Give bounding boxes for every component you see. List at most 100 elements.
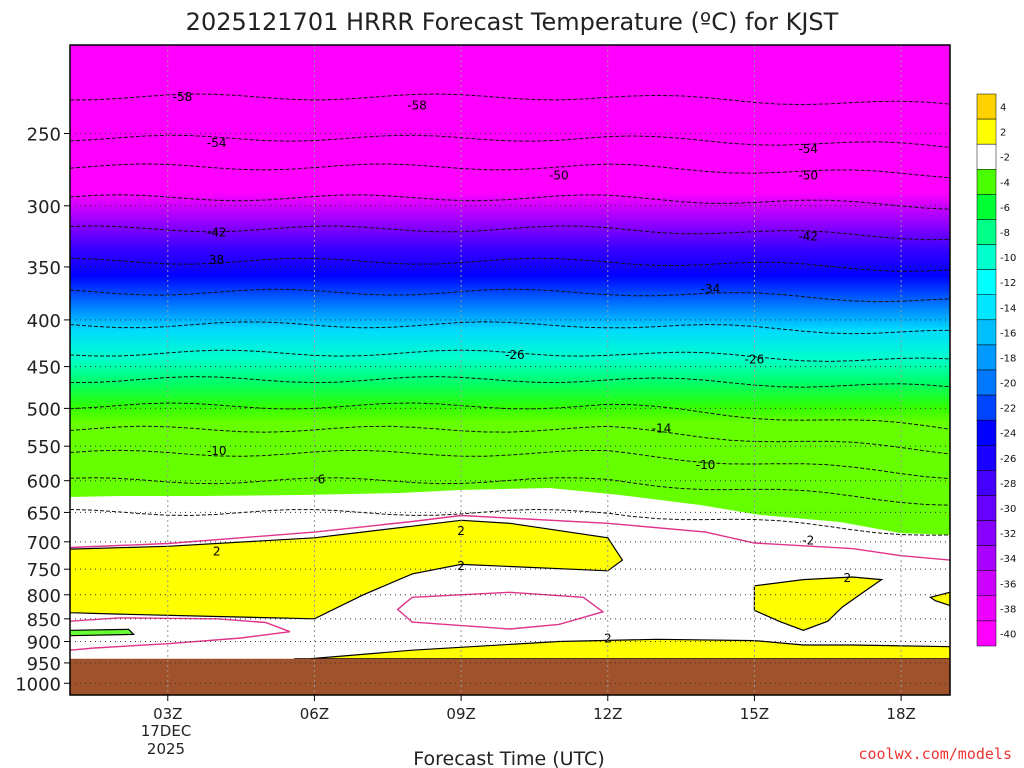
contour-label: 38 (209, 253, 224, 267)
shaded-region (70, 628, 136, 637)
x-tick-label: 18Z (886, 705, 915, 723)
contour-label: -6 (313, 472, 325, 486)
contour-label: -14 (652, 421, 672, 435)
y-tick-label: 550 (27, 437, 61, 458)
colorbar-swatch (976, 244, 997, 270)
y-tick-label: 700 (27, 533, 61, 554)
x-tick-label: 15Z (740, 705, 769, 723)
contour-labels: -58 -58 -54 -54 -50 -50 -42 -42 38 -34 -26 -26 -14 -1… (173, 90, 852, 645)
colorbar-swatch (976, 520, 997, 546)
colorbar-label: -6 (1000, 203, 1010, 214)
x-axis-title: Forecast Time (UTC) (413, 748, 604, 768)
x-tick-label: 12Z (593, 705, 622, 723)
isotherm-line (70, 257, 950, 272)
colorbar-swatch (976, 620, 997, 647)
isotherm-line (70, 425, 950, 455)
colorbar-swatch (976, 394, 997, 421)
colorbar-label: -8 (1000, 228, 1010, 239)
contour-label: -54 (207, 136, 227, 150)
contour-label: -2 (802, 534, 814, 548)
contour-label: 2 (213, 544, 221, 558)
shaded-region (70, 519, 624, 620)
colorbar-label: -10 (1000, 253, 1016, 264)
x-tick-label: 06Z (300, 705, 329, 723)
x-tick-label: 03Z (153, 705, 182, 723)
y-tick-label: 1000 (15, 674, 61, 695)
isotherm-line (70, 134, 950, 148)
shaded-region (928, 591, 950, 607)
contour-label: -34 (701, 282, 721, 296)
colorbar-label: -2 (1000, 153, 1010, 164)
y-tick-label: 750 (27, 560, 61, 581)
colorbar-swatch (976, 495, 997, 521)
y-tick-label: 450 (27, 358, 61, 379)
y-tick-label: 600 (27, 472, 61, 493)
contour-label: -26 (505, 348, 525, 362)
colorbar-label: -24 (1000, 429, 1016, 440)
contour-label: -42 (798, 229, 818, 243)
y-tick-label: 650 (27, 503, 61, 524)
colorbar-swatch (976, 369, 997, 396)
contour-label: 2 (604, 631, 612, 645)
colorbar-swatch (976, 419, 997, 446)
contour-label: 2 (457, 559, 465, 573)
y-tick-label: 900 (27, 632, 61, 653)
contour-label: 2 (844, 571, 852, 585)
colorbar-swatch (976, 445, 997, 471)
colorbar-swatch (976, 595, 997, 622)
colorbar-label: -4 (1000, 178, 1010, 189)
colorbar-swatch (976, 169, 997, 195)
colorbar-swatch (976, 93, 997, 120)
x-tick-label: 09Z (446, 705, 475, 723)
colorbar-label: -30 (1000, 504, 1016, 515)
plot-area: -58 -58 -54 -54 -50 -50 -42 -42 38 -34 -26 -26 -14 -1… (69, 44, 951, 696)
y-tick-label: 400 (27, 311, 61, 332)
colorbar-swatch (976, 143, 997, 170)
x-date-label-year: 2025 (147, 740, 185, 758)
freezing-contour (70, 514, 950, 561)
y-tick-label: 800 (27, 586, 61, 607)
ground-below-surface (70, 658, 950, 695)
grid-lines (70, 45, 950, 695)
colorbar-label: -12 (1000, 278, 1016, 289)
freezing-contour (70, 617, 291, 651)
colorbar-label: -18 (1000, 353, 1016, 364)
colorbar-label: -20 (1000, 379, 1016, 390)
contour-label: -26 (745, 352, 765, 366)
isotherm-line (70, 376, 950, 388)
colorbar-swatch (976, 319, 997, 346)
isotherm-line (70, 194, 950, 210)
isotherm-line (70, 321, 950, 335)
x-date-label-day: 17DEC (141, 722, 192, 740)
colorbar-label: -28 (1000, 479, 1016, 490)
colorbar-label: -38 (1000, 604, 1016, 615)
contour-label: -42 (207, 226, 227, 240)
colorbar-label: -32 (1000, 529, 1016, 540)
isotherm-line (70, 349, 950, 362)
freezing-contour (396, 591, 605, 630)
colorbar-label: -16 (1000, 328, 1016, 339)
contour-label: -54 (798, 142, 818, 156)
colorbar-label: -22 (1000, 404, 1016, 415)
contour-label: -10 (207, 444, 227, 458)
shaded-region (753, 576, 884, 631)
cold-air-fill (70, 45, 950, 535)
colorbar-label: -14 (1000, 303, 1016, 314)
contour-label: -50 (549, 169, 569, 183)
y-axis: 2503003504004505005506006507007508008509… (15, 124, 70, 695)
colorbar-swatch (976, 470, 997, 496)
contour-label: -58 (407, 99, 427, 113)
plot-border (69, 44, 951, 696)
isotherm-line (70, 163, 950, 179)
contour-label: -50 (798, 169, 818, 183)
colorbar-label: -36 (1000, 579, 1016, 590)
colorbar-label: 4 (1000, 103, 1006, 114)
colorbar-label: 2 (1000, 128, 1006, 139)
y-tick-label: 850 (27, 610, 61, 631)
x-axis: 03Z 06Z 09Z 12Z 15Z 18Z (153, 695, 916, 723)
colorbar-label: -34 (1000, 554, 1016, 565)
colorbar-label: -40 (1000, 629, 1016, 640)
colorbar-swatch (976, 294, 997, 321)
y-tick-label: 250 (27, 124, 61, 145)
